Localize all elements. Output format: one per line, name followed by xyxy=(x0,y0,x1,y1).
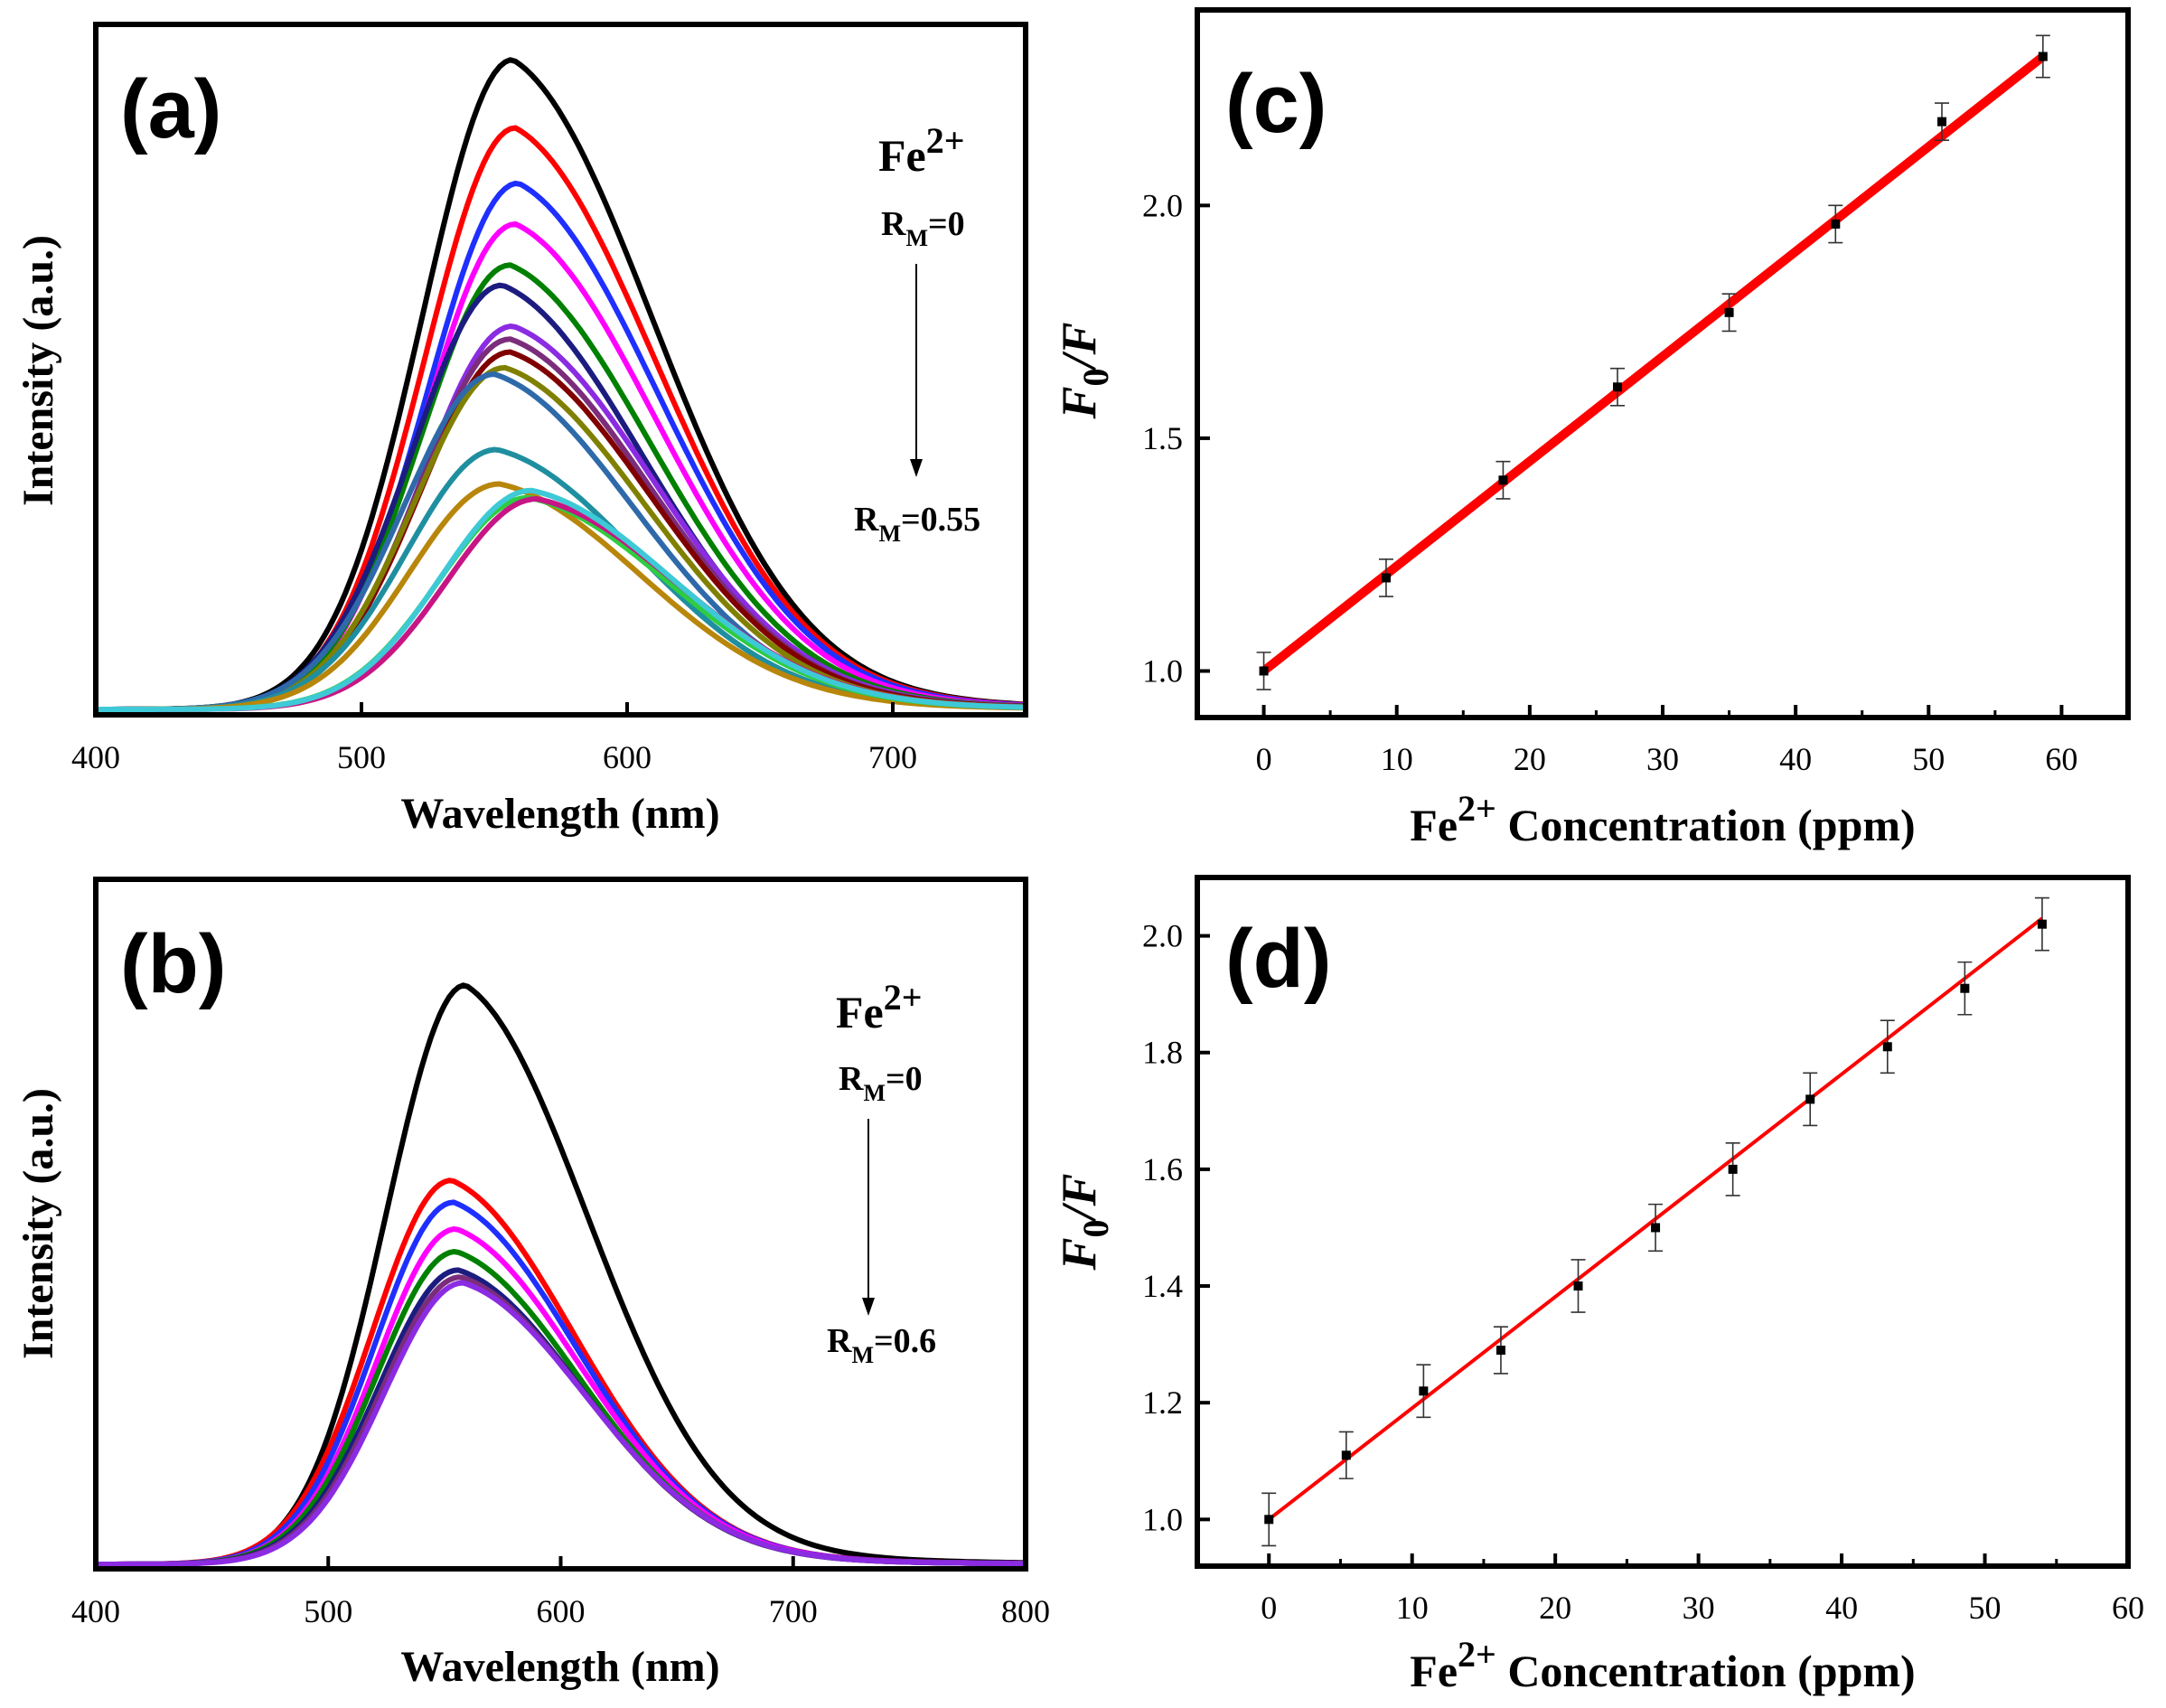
data-marks xyxy=(1261,896,2049,1547)
ion-annotation: Fe2+ RM=0 RM=0.55 xyxy=(854,120,980,547)
spectrum-line-13 xyxy=(96,481,1027,712)
x-tick-label: 400 xyxy=(71,739,120,775)
spectrum-line-16 xyxy=(96,487,1027,712)
data-point xyxy=(1496,1346,1505,1356)
x-tick-label: 600 xyxy=(603,739,652,775)
x-tick-label: 600 xyxy=(537,1593,586,1629)
x-tick-label: 400 xyxy=(71,1593,120,1629)
data-point xyxy=(1264,1515,1274,1525)
ion-label: Fe2+ xyxy=(878,120,965,181)
x-tick-label: 10 xyxy=(1396,1590,1429,1626)
data-point xyxy=(1728,1164,1738,1174)
x-tick-label: 60 xyxy=(2045,741,2077,777)
axis-ticks: 0 10 20 30 40 50 60 1.0 1.5 2.0 xyxy=(1142,187,2077,777)
spectra-curves xyxy=(96,982,1027,1567)
y-tick-label: 1.4 xyxy=(1142,1268,1183,1304)
data-marks xyxy=(1256,34,2050,690)
x-tick-label: 0 xyxy=(1261,1590,1277,1626)
data-point xyxy=(1937,117,1946,127)
x-tick-label: 500 xyxy=(337,739,386,775)
data-point xyxy=(1419,1386,1429,1396)
x-tick-label: 10 xyxy=(1381,741,1413,777)
y-axis-title: Intensity (a.u.) xyxy=(14,1088,62,1359)
x-tick-label: 800 xyxy=(1001,1593,1050,1629)
data-point xyxy=(1831,219,1841,229)
data-point xyxy=(1960,983,1970,993)
ratio-start-label: RM=0 xyxy=(881,205,965,251)
y-tick-label: 1.8 xyxy=(1142,1035,1183,1071)
panel-label: (c) xyxy=(1225,58,1327,150)
x-tick-label: 50 xyxy=(1912,741,1945,777)
x-ticks: 400 500 600 700 800 xyxy=(71,1556,1050,1629)
data-point xyxy=(1259,666,1269,676)
data-point xyxy=(2037,919,2047,929)
x-tick-label: 500 xyxy=(304,1593,352,1629)
spectrum-line-8 xyxy=(96,1280,1027,1567)
y-axis-title: F0/F xyxy=(1052,1173,1116,1271)
trend-arrow-head xyxy=(910,459,923,477)
panel-label: (b) xyxy=(120,918,226,1010)
x-tick-label: 50 xyxy=(1969,1590,2002,1626)
x-axis-title: Wavelength (nm) xyxy=(400,790,719,838)
y-tick-label: 2.0 xyxy=(1142,187,1183,223)
x-tick-label: 60 xyxy=(2112,1590,2144,1626)
data-point xyxy=(1341,1450,1351,1460)
x-tick-label: 20 xyxy=(1539,1590,1571,1626)
x-tick-label: 40 xyxy=(1825,1590,1858,1626)
data-point xyxy=(1612,382,1622,392)
x-tick-label: 30 xyxy=(1646,741,1679,777)
x-tick-label: 20 xyxy=(1514,741,1546,777)
plot-frame xyxy=(93,22,1028,718)
x-axis-title: Fe2+ Concentration (ppm) xyxy=(1410,788,1915,850)
trend-arrow-head xyxy=(862,1298,875,1316)
spectra-curves xyxy=(96,57,1027,712)
x-axis-title: Wavelength (nm) xyxy=(400,1643,719,1691)
x-tick-label: 700 xyxy=(769,1593,818,1629)
x-axis-title: Fe2+ Concentration (ppm) xyxy=(1410,1634,1915,1696)
panel-label: (a) xyxy=(120,63,221,155)
y-tick-label: 1.0 xyxy=(1142,652,1183,689)
ratio-start-label: RM=0 xyxy=(839,1060,923,1106)
plot-frame xyxy=(1195,875,2131,1569)
spectrum-line-5 xyxy=(96,1249,1026,1567)
y-tick-label: 2.0 xyxy=(1142,918,1183,954)
data-point xyxy=(1381,573,1391,583)
y-tick-label: 1.0 xyxy=(1142,1501,1183,1537)
panel-d: 0 10 20 30 40 50 60 1.0 1.2 1.4 1.6 1.8 2.0 (d) Fe2+… xyxy=(1052,875,2144,1696)
spectrum-line-3 xyxy=(96,1199,1026,1567)
spectrum-line-12 xyxy=(96,446,1027,712)
ratio-end-label: RM=0.6 xyxy=(827,1322,936,1368)
data-point xyxy=(1651,1223,1661,1233)
ion-label: Fe2+ xyxy=(836,977,923,1037)
ratio-end-label: RM=0.55 xyxy=(854,501,980,547)
data-point xyxy=(1724,307,1734,317)
data-point xyxy=(1498,475,1508,485)
ion-annotation: Fe2+ RM=0 RM=0.6 xyxy=(827,977,936,1368)
x-tick-label: 40 xyxy=(1779,741,1812,777)
panel-label: (d) xyxy=(1225,913,1331,1005)
y-tick-label: 1.5 xyxy=(1142,420,1183,456)
panel-a: 400 500 600 700 (a) Wavelength (nm) Intensi… xyxy=(14,22,1028,838)
data-point xyxy=(1882,1042,1892,1052)
data-point xyxy=(1573,1281,1583,1291)
spectrum-line-4 xyxy=(96,1226,1026,1567)
y-axis-title: F0/F xyxy=(1052,322,1116,419)
fit-line xyxy=(1261,52,2046,675)
panel-c: 0 10 20 30 40 50 60 1.0 1.5 2.0 (c) Fe2+ Concentr… xyxy=(1052,7,2131,850)
x-tick-label: 30 xyxy=(1683,1590,1715,1626)
x-ticks: 400 500 600 700 xyxy=(71,702,917,775)
x-tick-label: 700 xyxy=(868,739,917,775)
panel-b: 400 500 600 700 800 (b) Wavelength (nm) Inte… xyxy=(14,877,1050,1691)
spectrum-line-4 xyxy=(96,221,1027,712)
data-point xyxy=(1805,1094,1815,1104)
axis-ticks: 0 10 20 30 40 50 60 1.0 1.2 1.4 1.6 1.8 2.0 xyxy=(1142,918,2144,1626)
y-tick-label: 1.2 xyxy=(1142,1384,1183,1421)
y-tick-label: 1.6 xyxy=(1142,1151,1183,1187)
y-axis-title: Intensity (a.u.) xyxy=(14,235,62,506)
data-point xyxy=(2038,52,2048,61)
spectrum-line-2 xyxy=(96,1178,1026,1567)
x-tick-label: 0 xyxy=(1256,741,1272,777)
